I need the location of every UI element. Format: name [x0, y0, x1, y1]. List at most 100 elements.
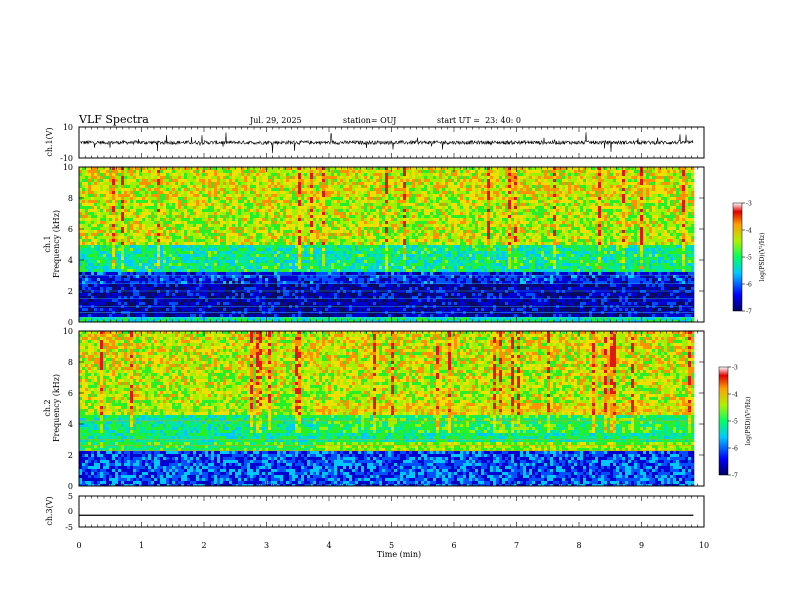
spectrogram-cell [298, 203, 302, 207]
spectrogram-cell [268, 200, 272, 204]
spectrogram-cell [217, 308, 221, 312]
spectrogram-cell [79, 278, 83, 282]
spectrogram-cell [178, 227, 182, 231]
spectrogram-cell [286, 233, 290, 237]
spectrogram-cell [79, 254, 83, 258]
spectrogram-cell [181, 197, 185, 201]
spectrogram-cell [214, 239, 218, 243]
spectrogram-cell [238, 251, 242, 255]
spectrogram-cell [232, 308, 236, 312]
spectrogram-cell [259, 218, 263, 222]
spectrogram-cell [148, 314, 152, 318]
spectrogram-cell [316, 239, 320, 243]
spectrogram-cell [79, 209, 83, 213]
spectrogram-cell [91, 209, 95, 213]
spectrogram-cell [127, 212, 131, 216]
spectrogram-cell [190, 230, 194, 234]
spectrogram-cell [265, 194, 269, 198]
spectrogram-cell [97, 200, 101, 204]
spectrogram-cell [235, 170, 239, 174]
spectrogram-cell [109, 263, 113, 267]
spectrogram-cell [97, 272, 101, 276]
spectrogram-cell [106, 260, 110, 264]
spectrogram-cell [292, 230, 296, 234]
spectrogram-cell [85, 251, 89, 255]
spectrogram-cell [280, 167, 284, 171]
spectrogram-cell [142, 206, 146, 210]
spectrogram-cell [331, 236, 335, 240]
spectrogram-cell [82, 251, 86, 255]
spectrogram-cell [232, 215, 236, 219]
spectrogram-cell [304, 215, 308, 219]
spectrogram-cell [256, 284, 260, 288]
spectrogram-cell [331, 200, 335, 204]
spectrogram-cell [343, 275, 347, 279]
spectrogram-cell [109, 203, 113, 207]
spectrogram-cell [109, 230, 113, 234]
spectrogram-cell [151, 218, 155, 222]
spectrogram-cell [292, 224, 296, 228]
spectrogram-cell [157, 275, 161, 279]
spectrogram-cell [136, 302, 140, 306]
spectrogram-cell [148, 242, 152, 246]
spectrogram-cell [277, 212, 281, 216]
spectrogram-cell [133, 320, 137, 323]
spectrogram-cell [253, 233, 257, 237]
spectrogram-cell [169, 185, 173, 189]
spectrogram-cell [106, 221, 110, 225]
spectrogram-cell [190, 227, 194, 231]
spectrogram-cell [103, 203, 107, 207]
spectrogram-cell [142, 317, 146, 321]
spectrogram-cell [196, 176, 200, 180]
spectrogram-cell [220, 260, 224, 264]
spectrogram-cell [88, 257, 92, 261]
spectrogram-cell [241, 215, 245, 219]
spectrogram-cell [130, 206, 134, 210]
spectrogram-cell [103, 194, 107, 198]
spectrogram-cell [208, 233, 212, 237]
spectrogram-cell [157, 173, 161, 177]
spectrogram-cell [349, 212, 353, 216]
spectrogram-cell [118, 290, 122, 294]
spectrogram-cell [169, 266, 173, 270]
spectrogram-cell [250, 179, 254, 183]
spectrogram-cell [193, 242, 197, 246]
spectrogram-cell [142, 215, 146, 219]
spectrogram-cell [91, 245, 95, 249]
spectrogram-cell [268, 296, 272, 300]
spectrogram-cell [334, 293, 338, 297]
spectrogram-cell [199, 254, 203, 258]
spectrogram-cell [211, 248, 215, 252]
spectrogram-cell [262, 281, 266, 285]
spectrogram-cell [232, 212, 236, 216]
spectrogram-cell [280, 320, 284, 323]
spectrogram-cell [226, 239, 230, 243]
spectrogram-cell [289, 203, 293, 207]
spectrogram-cell [256, 269, 260, 273]
spectrogram-cell [250, 218, 254, 222]
spectrogram-cell [115, 296, 119, 300]
spectrogram-cell [163, 188, 167, 192]
spectrogram-cell [235, 287, 239, 291]
spectrogram-cell [154, 269, 158, 273]
spectrogram-cell [352, 317, 356, 321]
spectrogram-cell [187, 224, 191, 228]
spectrogram-cell [286, 257, 290, 261]
spectrogram-cell [280, 275, 284, 279]
spectrogram-cell [202, 194, 206, 198]
spectrogram-cell [319, 260, 323, 264]
spectrogram-cell [223, 203, 227, 207]
spectrogram-cell [253, 197, 257, 201]
spectrogram-cell [307, 317, 311, 321]
spectrogram-cell [295, 245, 299, 249]
spectrogram-cell [196, 185, 200, 189]
spectrogram-cell [274, 230, 278, 234]
spectrogram-cell [334, 242, 338, 246]
spectrogram-cell [199, 188, 203, 192]
spectrogram-cell [328, 188, 332, 192]
spectrogram-cell [208, 185, 212, 189]
spectrogram-cell [322, 275, 326, 279]
spectrogram-cell [100, 227, 104, 231]
spectrogram-cell [196, 308, 200, 312]
spectrogram-cell [262, 287, 266, 291]
